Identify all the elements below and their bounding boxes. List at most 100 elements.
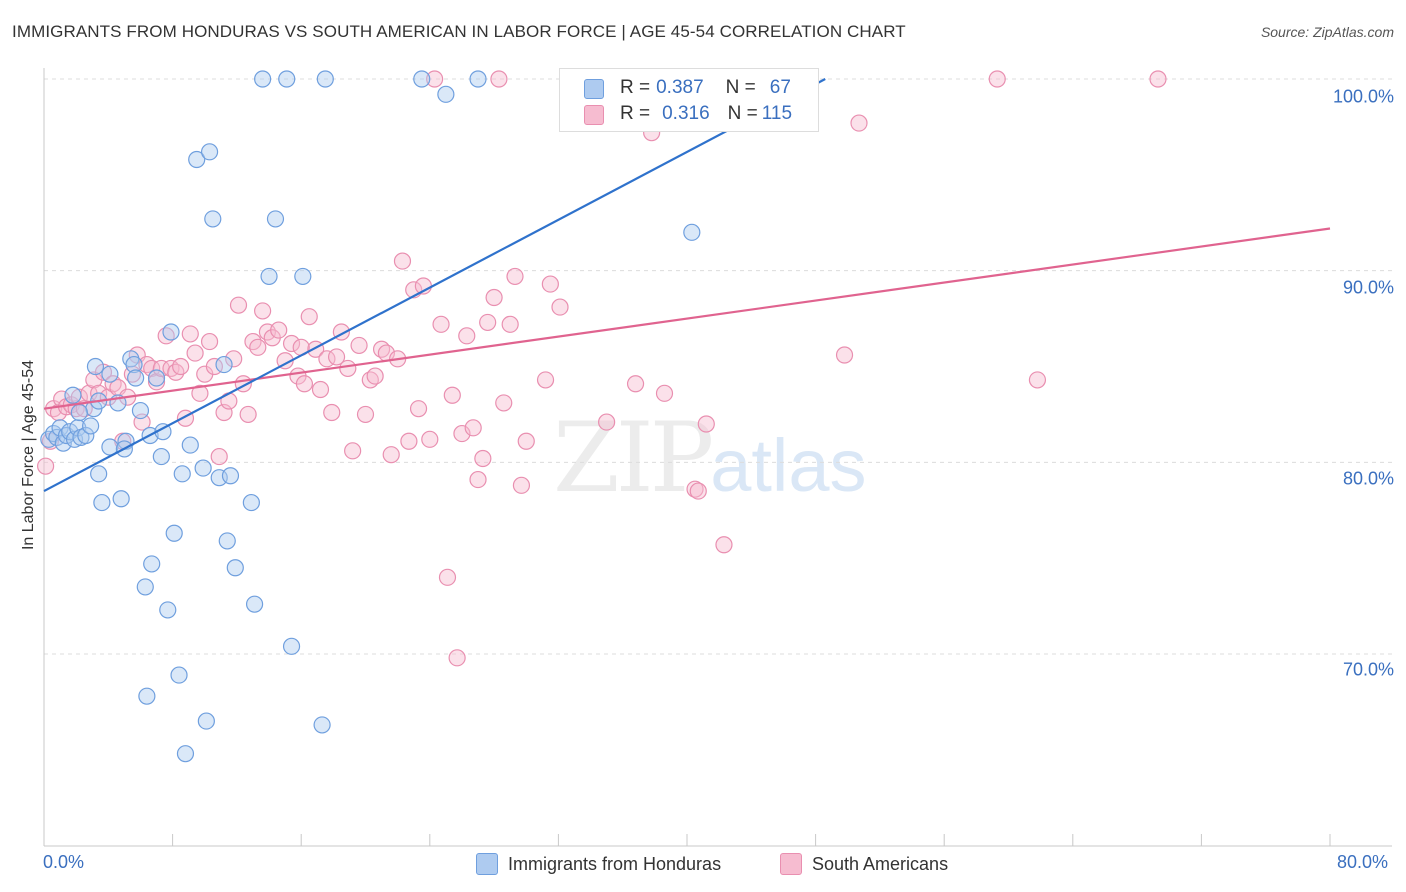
data-point xyxy=(988,70,1006,88)
data-point xyxy=(689,482,707,500)
data-point xyxy=(426,70,444,88)
stats-n-label: N = xyxy=(727,103,758,124)
data-point xyxy=(339,359,357,378)
stats-r-value: 0.316 xyxy=(662,103,710,124)
data-point xyxy=(147,373,166,391)
data-point xyxy=(215,355,233,374)
data-point xyxy=(598,413,616,431)
data-point xyxy=(172,357,190,376)
data-point xyxy=(173,465,191,483)
data-point xyxy=(350,336,368,355)
data-point xyxy=(1149,70,1167,88)
data-point xyxy=(458,327,476,345)
axes xyxy=(43,68,1392,847)
data-point xyxy=(162,323,180,341)
data-point xyxy=(210,447,228,466)
data-point xyxy=(64,386,82,404)
watermark: ZIPatlas xyxy=(553,402,867,514)
data-point xyxy=(200,143,219,161)
data-point xyxy=(469,70,487,88)
data-point xyxy=(131,401,150,420)
data-point xyxy=(437,85,455,103)
legend-label: South Americans xyxy=(812,853,949,874)
trend-line-honduras xyxy=(43,78,826,493)
data-point xyxy=(479,313,497,332)
data-point xyxy=(683,223,701,241)
data-point xyxy=(226,559,244,577)
data-point xyxy=(541,275,559,293)
data-point xyxy=(221,467,240,485)
legend-item-honduras[interactable]: Immigrants from Honduras xyxy=(476,853,721,875)
data-point xyxy=(270,321,288,339)
data-point xyxy=(835,346,854,364)
data-point xyxy=(432,315,450,333)
data-point xyxy=(152,447,170,466)
data-point xyxy=(37,457,55,475)
data-point xyxy=(282,637,301,655)
gridlines xyxy=(44,78,1392,655)
data-point xyxy=(82,417,100,435)
data-point xyxy=(485,288,503,307)
stats-r-value: 0.387 xyxy=(656,77,704,98)
data-point xyxy=(197,712,215,730)
x-tick-min: 0.0% xyxy=(43,852,85,872)
data-point xyxy=(490,70,508,88)
data-point xyxy=(294,267,312,286)
stats-r-label: R = xyxy=(620,103,651,124)
data-point xyxy=(512,476,531,494)
stats-n-value: 67 xyxy=(769,77,791,98)
data-point xyxy=(517,432,535,450)
data-point xyxy=(254,70,272,88)
data-point xyxy=(239,405,257,424)
data-point xyxy=(147,369,166,387)
stats-n-label: N = xyxy=(725,77,756,98)
data-point xyxy=(136,578,154,596)
data-point xyxy=(356,405,375,424)
data-point xyxy=(245,595,264,613)
data-point xyxy=(438,568,457,586)
data-point xyxy=(469,470,487,489)
legend-swatch-blue xyxy=(476,853,498,875)
data-point xyxy=(850,114,868,132)
stats-swatch-blue xyxy=(584,79,604,99)
data-point xyxy=(242,493,260,512)
data-point xyxy=(295,375,314,393)
data-point xyxy=(176,745,195,763)
data-point xyxy=(194,459,212,477)
data-point xyxy=(311,380,330,399)
data-point xyxy=(400,432,418,450)
data-point xyxy=(170,666,188,684)
data-point xyxy=(138,687,156,705)
data-point xyxy=(70,403,88,422)
legend-item-south-americans[interactable]: South Americans xyxy=(780,853,948,875)
data-point xyxy=(218,532,236,550)
data-point xyxy=(697,415,715,433)
data-point xyxy=(421,430,439,448)
data-point xyxy=(93,493,111,512)
stats-n-value: 115 xyxy=(761,103,793,124)
watermark-atlas: atlas xyxy=(710,424,867,507)
y-tick-100: 100.0% xyxy=(1332,86,1394,107)
data-point xyxy=(159,601,177,619)
data-point xyxy=(191,384,209,402)
data-point xyxy=(536,371,555,389)
data-point xyxy=(260,267,278,286)
data-point xyxy=(448,649,466,667)
data-point xyxy=(101,365,119,383)
data-point xyxy=(393,252,412,270)
data-point xyxy=(715,536,733,554)
data-point xyxy=(266,210,285,228)
data-point xyxy=(495,394,513,412)
y-tick-70: 70.0% xyxy=(1342,659,1394,680)
y-tick-90: 90.0% xyxy=(1342,277,1394,298)
data-point xyxy=(1028,371,1047,389)
data-point xyxy=(125,355,143,374)
y-tick-80: 80.0% xyxy=(1342,468,1394,489)
data-point xyxy=(181,325,199,343)
data-point xyxy=(112,490,130,508)
data-point xyxy=(249,338,267,356)
x-tick-max: 80.0% xyxy=(1337,852,1389,872)
stats-box: R = 0.387 N = 67 R = 0.316 N = 115 xyxy=(559,68,819,132)
source-attribution: Source: ZipAtlas.com xyxy=(1260,24,1394,40)
